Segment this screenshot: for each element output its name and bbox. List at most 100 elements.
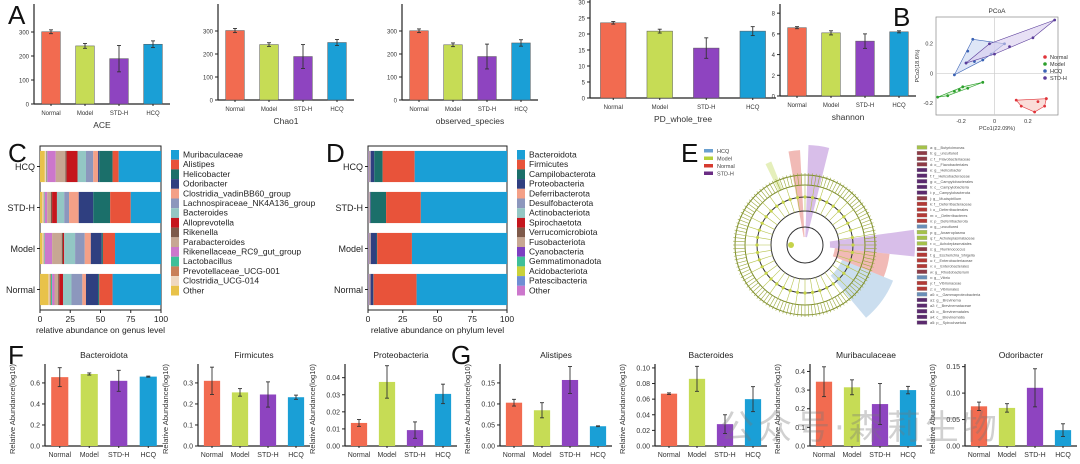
x-tick-label: HCQ [435, 452, 451, 459]
group-hull-std-h [965, 19, 1055, 64]
bar-normal [787, 27, 807, 97]
legend-label: Rikenella [183, 227, 218, 237]
stack-segment-lachnospiraceae-nk4a136-group [64, 191, 70, 224]
x-tick-label: STD-H [1024, 452, 1045, 459]
y-axis-label: Relative Abundance(log10) [308, 363, 317, 454]
chart-title: Proteobacteria [373, 350, 429, 360]
x-tick-label: Model [842, 452, 862, 459]
clade-branch [746, 280, 757, 288]
taxon-legend-label: a0: c__Gammaproteobacteria [930, 293, 981, 297]
bar-normal [970, 406, 988, 446]
bar-model [259, 44, 279, 101]
legend-swatch [171, 159, 179, 170]
legend-label: Cyanobacteria [529, 247, 584, 257]
taxon-legend-label: b: g__uncultured [930, 152, 958, 156]
y-tick-label: 8 [772, 12, 776, 18]
clade-node [760, 265, 764, 269]
panel-letter-e: E [681, 138, 699, 168]
clade-branch [797, 304, 800, 317]
x-tick-label: Model [230, 452, 250, 459]
bar-normal [409, 30, 429, 101]
stack-segment-campilobacterota [374, 150, 383, 183]
y-tick-label: 20 [578, 33, 585, 39]
x-tick-label: Model [997, 452, 1017, 459]
taxon-legend-swatch [916, 280, 928, 286]
x-tick-label: Model [77, 111, 93, 117]
clade-branch [820, 302, 824, 315]
clade-branch [807, 173, 810, 186]
stack-segment-helicobacter [99, 150, 113, 183]
chart-A1: 0 100 200 300 Normal Model STD-H HCQ ACE [19, 4, 170, 130]
x-tick-label: HCQ [590, 452, 606, 459]
clade-branch [739, 215, 751, 221]
legend-label: Rikenellaceae_RC9_gut_group [183, 247, 301, 257]
stack-segment-desulfobacterota [369, 232, 371, 265]
x-axis-label: shannon [832, 112, 865, 122]
sample-point-model [957, 88, 961, 92]
clade-branch [751, 284, 761, 294]
clade-branch [817, 303, 821, 316]
clade-branch [744, 277, 755, 285]
clade-branch [768, 296, 776, 308]
clade-branch [762, 186, 770, 197]
bar-model [843, 387, 861, 446]
taxon-legend-label: a5: p__Spirochaetota [930, 321, 967, 325]
stack-segment-firmicutes [386, 191, 421, 224]
chart-G2: 0.00 0.02 0.04 0.06 0.08 0.10 Normal Model STD-H… [618, 350, 767, 459]
sample-point-model [981, 80, 985, 84]
clade-branch [733, 240, 746, 243]
taxon-legend-label: l: o__Deferribacterales [930, 208, 968, 212]
bar-hcq [1054, 430, 1072, 446]
bar-model [231, 392, 249, 446]
clade-branch [733, 233, 746, 236]
y-tick-label: 0.02 [636, 428, 650, 435]
clade-branch [823, 301, 828, 314]
stack-segment-rikenellaceae-rc9-gut-group [52, 273, 55, 306]
sample-point-std-h [1008, 45, 1011, 49]
legend-marker-model [1043, 62, 1047, 66]
legend-label: Bacteroidota [529, 150, 577, 160]
legend-swatch [171, 169, 179, 180]
y-tick-label: 0.4 [30, 401, 40, 408]
legend-swatch [171, 276, 179, 286]
stack-segment-lachnospiraceae-nk4a136-group [85, 150, 94, 183]
clade-branch [831, 180, 838, 192]
panel-letter-f: F [8, 340, 24, 370]
taxon-legend-swatch [916, 292, 928, 297]
x-tick-label: 75 [468, 314, 478, 324]
legend-swatch [171, 179, 179, 189]
clade-branch [768, 182, 776, 194]
clade-highlight-model [765, 161, 783, 192]
y-tick-label: 0.2 [795, 406, 805, 413]
stack-segment-parabacteroides [55, 150, 66, 183]
x-tick-label: 25 [398, 314, 408, 324]
bar-normal [815, 381, 833, 446]
taxon-legend-label: x: g__Vibrio [930, 276, 950, 280]
y-tick-label: 0.00 [326, 444, 340, 451]
x-tick-label: HCQ [288, 452, 304, 459]
legend-label: Acidobacteriota [529, 266, 588, 276]
y-tick-label: 0.0 [183, 444, 193, 451]
taxon-legend-label: a4: c__Brevinematia [930, 316, 966, 320]
clade-branch [853, 202, 864, 210]
clade-branch [753, 287, 763, 297]
x-tick-label: STD-H [294, 107, 312, 113]
legend-swatch [171, 247, 179, 257]
x-tick-label: Normal [48, 452, 71, 459]
chart-F3: 0.00 0.01 0.02 0.03 0.04 Normal Model STD-H HCQ P… [308, 350, 457, 459]
stack-segment-muribaculaceae [115, 232, 161, 265]
stack-segment-clostridia-vadinbb60-group [84, 232, 91, 265]
y-tick-label: 0 [582, 97, 586, 103]
stack-segment-rikenella [58, 273, 60, 306]
legend-label: Odoribacter [183, 179, 228, 189]
taxon-legend-label: r: o__Acholeplasmatales [930, 242, 972, 246]
panel-letter-a: A [8, 0, 26, 30]
x-tick-label: STD-H [110, 111, 128, 117]
x-axis-label: relative abundance on genus level [36, 325, 165, 335]
x-axis-label: Chao1 [273, 116, 298, 126]
y-tick-label: 0.0 [795, 444, 805, 451]
clade-branch [861, 263, 874, 268]
taxon-legend-swatch [916, 167, 928, 173]
legend-swatch [171, 208, 179, 218]
x-tick-label: HCQ [745, 452, 761, 459]
